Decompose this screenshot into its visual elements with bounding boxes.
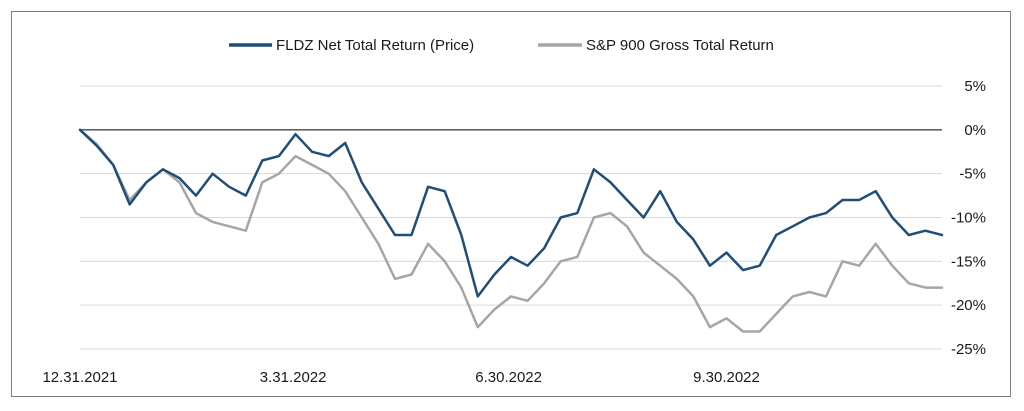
y-axis-tick-labels: 5% 0% -5% -10% -15% -20% -25%: [951, 78, 986, 358]
legend-label-sp900: S&P 900 Gross Total Return: [586, 37, 774, 54]
x-axis-tick-labels: 12.31.2021 3.31.2022 6.30.2022 9.30.2022: [42, 369, 759, 386]
series-line-sp900: [78, 128, 944, 333]
legend-label-fldz: FLDZ Net Total Return (Price): [276, 37, 474, 54]
chart-frame: [11, 11, 1011, 397]
grid-lines: [80, 85, 942, 350]
y-tick-label: -20%: [951, 297, 986, 314]
x-tick-label: 12.31.2021: [42, 369, 117, 386]
x-tick-label: 9.30.2022: [693, 369, 760, 386]
series-lines: [78, 128, 944, 333]
x-tick-label: 6.30.2022: [475, 369, 542, 386]
y-tick-label: -10%: [951, 210, 986, 227]
legend: FLDZ Net Total Return (Price) S&P 900 Gr…: [229, 37, 774, 54]
y-tick-label: 5%: [964, 78, 986, 95]
y-tick-label: -15%: [951, 253, 986, 270]
y-tick-label: 0%: [964, 122, 986, 139]
series-line-fldz: [78, 128, 944, 298]
y-tick-label: -5%: [959, 166, 986, 183]
y-tick-label: -25%: [951, 341, 986, 358]
x-tick-label: 3.31.2022: [260, 369, 327, 386]
